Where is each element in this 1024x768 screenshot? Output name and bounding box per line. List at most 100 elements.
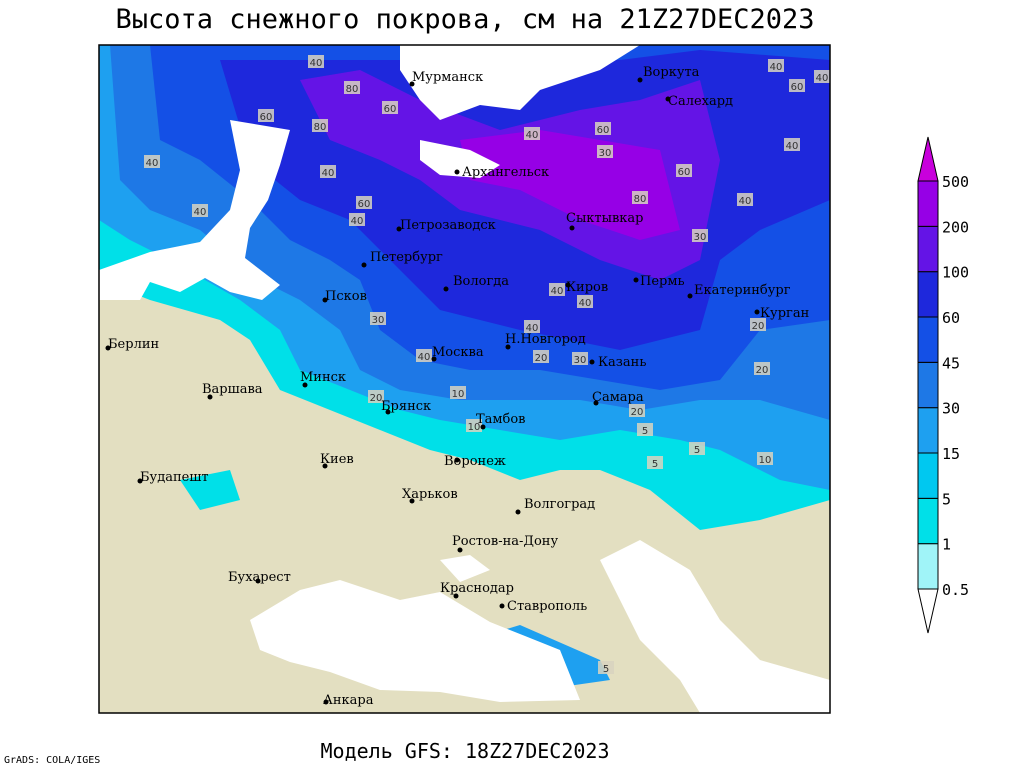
- city-dot: [515, 509, 521, 515]
- contour-label: 10: [468, 422, 481, 433]
- city-dot: [633, 277, 639, 283]
- contour-label: 40: [770, 62, 783, 73]
- city-dot: [453, 593, 459, 599]
- contour-label: 40: [351, 216, 364, 227]
- legend-swatch: [917, 316, 939, 363]
- contour-label-box: [757, 452, 773, 465]
- contour-label: 40: [551, 286, 564, 297]
- contour-label-box: [312, 119, 328, 132]
- model-note: Модель GFS: 18Z27DEC2023: [321, 739, 610, 763]
- contour-label: 80: [346, 84, 359, 95]
- city-name: Харьков: [402, 487, 458, 502]
- city-dot: [207, 394, 213, 400]
- city-name: Киев: [320, 452, 354, 467]
- contour-label-box: [595, 122, 611, 135]
- city-name: Воронеж: [444, 454, 506, 469]
- legend-label: 15: [942, 445, 960, 463]
- contour-label-box: [308, 55, 324, 68]
- city-dot: [480, 424, 486, 430]
- city-dot: [569, 225, 575, 231]
- contour-label-box: [789, 79, 805, 92]
- city-dot: [499, 603, 505, 609]
- city-name: Псков: [325, 289, 367, 304]
- contour-label: 40: [579, 298, 592, 309]
- city-name: Тамбов: [476, 412, 526, 427]
- contour-label: 20: [756, 365, 769, 376]
- contour-label: 5: [694, 445, 700, 456]
- contour-label-box: [597, 145, 613, 158]
- city-dot: [443, 286, 449, 292]
- city-name: Киров: [566, 280, 608, 295]
- contour-label: 40: [739, 196, 752, 207]
- contour-label: 20: [535, 353, 548, 364]
- contour-label-box: [356, 196, 372, 209]
- legend-swatch: [917, 497, 939, 545]
- city-name: Ростов-на-Дону: [452, 534, 558, 549]
- city-name: Будапешт: [140, 470, 209, 485]
- contour-label-box: [349, 213, 365, 226]
- contour-label-box: [416, 349, 432, 362]
- city-dot: [454, 457, 460, 463]
- contour-label-box: [572, 352, 588, 365]
- contour-label: 20: [370, 393, 383, 404]
- city-dot: [385, 409, 391, 415]
- city-name: Пермь: [640, 274, 685, 289]
- city-name: Самара: [592, 390, 644, 405]
- city-name: Ставрополь: [507, 599, 587, 614]
- city-dot: [322, 463, 328, 469]
- contour-label: 60: [358, 199, 371, 210]
- city-dot: [589, 359, 595, 365]
- snow-area: [460, 130, 680, 240]
- contour-label-box: [676, 164, 692, 177]
- city-dot: [754, 309, 760, 315]
- contour-label: 40: [418, 352, 431, 363]
- contour-label-box: [598, 661, 614, 674]
- contour-label: 5: [652, 459, 658, 470]
- city-name: Архангельск: [462, 165, 549, 180]
- contour-label-box: [629, 404, 645, 417]
- city-dot: [105, 345, 111, 351]
- contour-label: 10: [759, 455, 772, 466]
- city-dot: [322, 297, 328, 303]
- contour-label: 5: [642, 426, 648, 437]
- city-dot: [457, 547, 463, 553]
- contour-label-box: [368, 390, 384, 403]
- contour-label: 40: [146, 158, 159, 169]
- contour-label: 60: [260, 112, 273, 123]
- contour-label-box: [320, 165, 336, 178]
- map-frame: [98, 44, 831, 714]
- map-area: 40 80 60 60 80 40 40 40 40 60 40 60 30 60 80 40 40 40 60 40…: [99, 45, 830, 713]
- contour-label-box: [370, 312, 386, 325]
- contour-label-box: [450, 386, 466, 399]
- city-name: Москва: [432, 345, 484, 360]
- legend-low-end: [917, 588, 939, 634]
- contour-label: 60: [678, 167, 691, 178]
- contour-label-box: [258, 109, 274, 122]
- legend-swatch: [917, 407, 939, 454]
- city-dot: [665, 96, 671, 102]
- contour-label: 40: [322, 168, 335, 179]
- contour-label-box: [524, 127, 540, 140]
- city-dot: [565, 282, 571, 288]
- contour-label: 30: [574, 355, 587, 366]
- city-name: Салехард: [668, 94, 733, 109]
- city-name: Берлин: [108, 337, 159, 352]
- contour-label-box: [632, 191, 648, 204]
- snow-area: [180, 470, 240, 510]
- city-dot: [137, 478, 143, 484]
- contour-label: 40: [816, 73, 829, 84]
- city-name: Екатеринбург: [694, 283, 791, 298]
- contour-label-box: [814, 70, 830, 83]
- city-name: Петербург: [370, 250, 443, 265]
- contour-label-box: [344, 81, 360, 94]
- contour-label-box: [784, 138, 800, 151]
- contour-label: 10: [452, 389, 465, 400]
- contour-label-box: [192, 204, 208, 217]
- legend-label: 100: [942, 264, 969, 282]
- contour-label-box: [750, 318, 766, 331]
- contour-label-box: [637, 423, 653, 436]
- legend-high-end: [917, 136, 939, 182]
- legend-swatch: [917, 452, 939, 499]
